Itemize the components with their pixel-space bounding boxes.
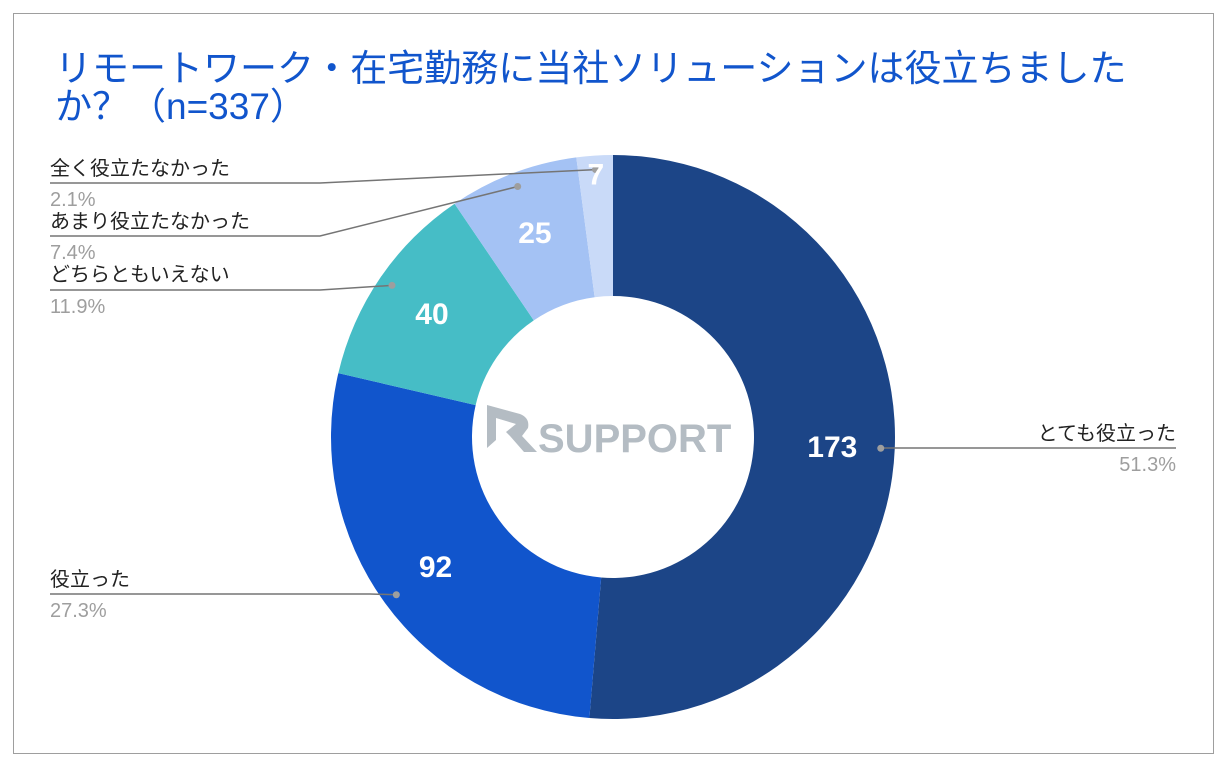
svg-text:SUPPORT: SUPPORT — [538, 417, 731, 461]
chart-title: リモートワーク・在宅勤務に当社ソリューションは役立ちましたか？（n=337） — [55, 48, 1127, 127]
category-label: 全く役立たなかった — [50, 157, 230, 180]
percent-label: 2.1% — [50, 189, 96, 211]
leader-dot — [392, 591, 400, 599]
category-label: 役立った — [50, 568, 130, 591]
leader-dot — [592, 166, 600, 174]
percent-label: 27.3% — [50, 600, 107, 622]
category-label: どちらともいえない — [50, 263, 230, 286]
donut-slice — [331, 373, 602, 719]
leader-line — [50, 185, 518, 237]
value-label: 25 — [518, 217, 551, 250]
percent-label: 7.4% — [50, 242, 96, 264]
leader-dot — [877, 444, 885, 452]
donut-slice — [576, 155, 613, 298]
leader-line — [50, 284, 393, 291]
leader-dot — [388, 281, 396, 289]
leader-line — [50, 168, 596, 184]
leader-line — [50, 593, 397, 596]
chart-frame — [13, 13, 1214, 754]
donut-slice — [338, 203, 534, 406]
rsupport-logo: SUPPORT — [487, 405, 731, 461]
category-label: あまり役立たなかった — [50, 210, 250, 233]
value-label: 173 — [807, 431, 857, 464]
leader-dot — [514, 183, 522, 191]
percent-label: 11.9% — [50, 296, 105, 318]
donut-slice — [589, 155, 896, 719]
value-label: 7 — [587, 159, 604, 192]
percent-label: 51.3% — [1119, 454, 1176, 476]
value-label: 40 — [415, 298, 448, 331]
value-label: 92 — [419, 551, 452, 584]
category-label: とても役立った — [1038, 422, 1176, 445]
donut-slice — [454, 157, 595, 321]
